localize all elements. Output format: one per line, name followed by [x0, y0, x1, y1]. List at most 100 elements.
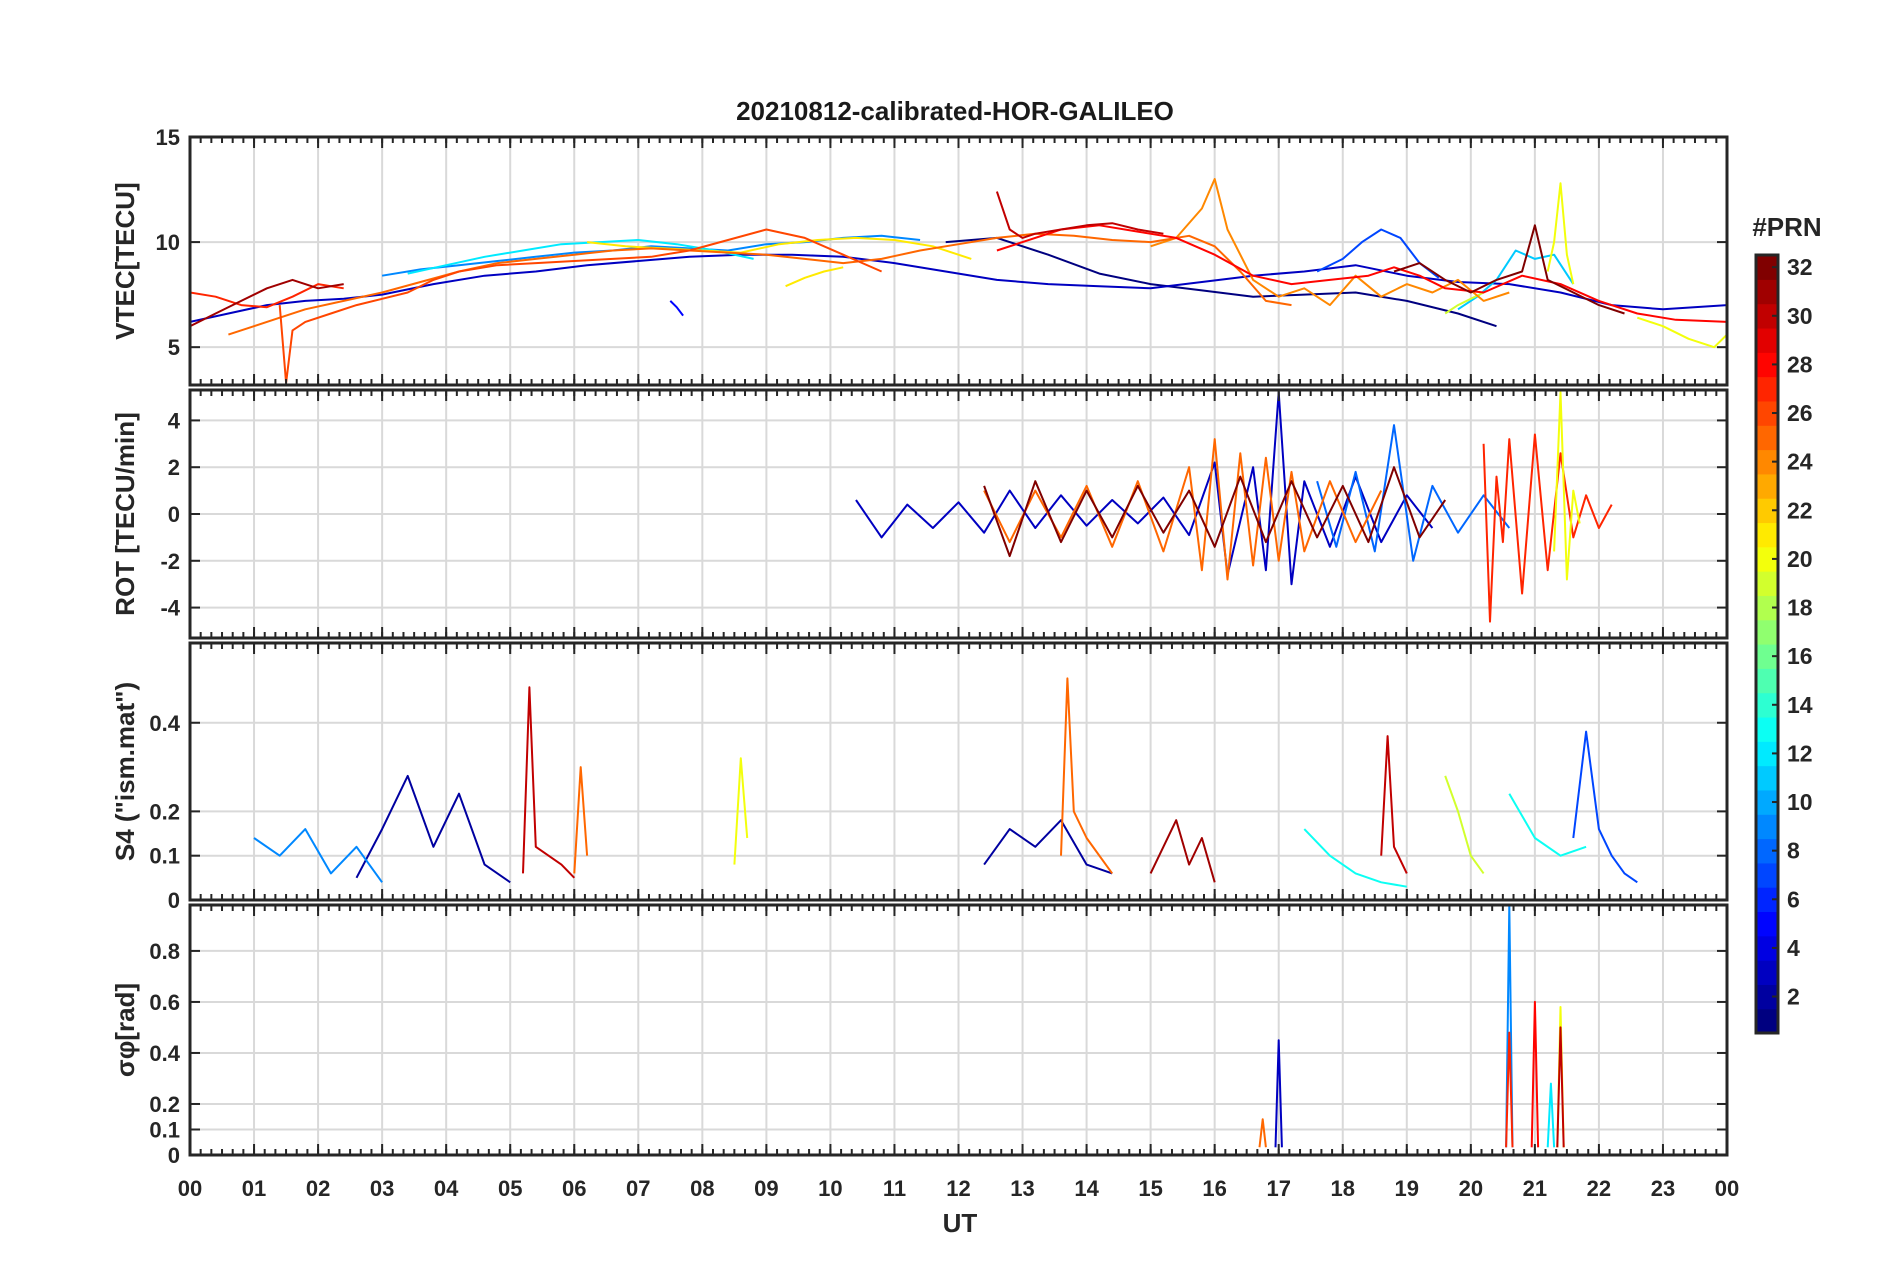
- x-tick-label: 10: [818, 1176, 842, 1201]
- series-line-prn-27: [1482, 433, 1613, 623]
- y-tick-label: 0.8: [149, 939, 180, 964]
- x-axis-label: UT: [943, 1208, 978, 1238]
- series-line-prn-25: [228, 232, 1292, 336]
- series-line-prn-27: [190, 283, 344, 309]
- x-tick-label: 06: [562, 1176, 586, 1201]
- y-tick-label: 0.4: [149, 1041, 180, 1066]
- panel-3: 0 0.1 0.2 0.4 S4 ("ism.mat"): [110, 641, 1729, 913]
- colorbar-segment: [1756, 352, 1778, 378]
- colorbar-tick-label: 6: [1787, 886, 1800, 912]
- series-line-prn-25: [983, 438, 1383, 581]
- series-line-prn-30: [995, 191, 1164, 239]
- colorbar-segment: [1756, 668, 1778, 694]
- panel-1: 5 10 15 VTEC[TECU]: [110, 125, 1729, 387]
- series-line-prn-3: [855, 391, 1434, 586]
- x-tick-label: 20: [1459, 1176, 1483, 1201]
- colorbar-tick-label: 2: [1787, 984, 1800, 1010]
- colorbar-segment: [1756, 838, 1778, 864]
- panel-4: 00.10.2 0.4 0.6 0.8 σφ[rad]: [110, 903, 1729, 1168]
- x-tick-label: 16: [1202, 1176, 1226, 1201]
- colorbar-tick-label: 32: [1787, 254, 1813, 280]
- x-tick-label: 13: [1010, 1176, 1034, 1201]
- y-axis-label-4: σφ[rad]: [110, 983, 140, 1077]
- x-tick-label: 21: [1523, 1176, 1547, 1201]
- y-tick-label: 0.2: [149, 799, 180, 824]
- y-tick-label: 0: [168, 502, 180, 527]
- series-line-prn-28: [1530, 1000, 1540, 1148]
- x-tick-label: 19: [1395, 1176, 1419, 1201]
- series-line-prn-25: [573, 766, 589, 874]
- colorbar-segment: [1756, 279, 1778, 305]
- colorbar-segment: [1756, 571, 1778, 596]
- y-tick-label: -4: [160, 596, 180, 621]
- series-line-prn-21: [785, 266, 844, 288]
- colorbar-segment: [1756, 595, 1778, 621]
- y-tick-label: 0.2: [149, 1092, 180, 1117]
- series-line-prn-19: [1444, 775, 1485, 874]
- colorbar-segment: [1756, 255, 1778, 280]
- colorbar-label: #PRN: [1752, 212, 1821, 242]
- series-group: [190, 178, 1727, 384]
- colorbar-frame: [1754, 253, 1780, 1035]
- colorbar-tick-label: 22: [1787, 497, 1813, 523]
- y-tick-label: 2: [168, 455, 180, 480]
- colorbar-segment: [1756, 741, 1778, 767]
- axes-frame: [188, 135, 1729, 387]
- colorbar-segment: [1756, 425, 1778, 451]
- colorbar-segment: [1756, 960, 1778, 985]
- series-line-prn-3: [1274, 1039, 1283, 1148]
- series-line-prn-12: [407, 239, 754, 275]
- axes-frame: [188, 388, 1729, 640]
- y-tick-label: 10: [156, 230, 180, 255]
- series-line-prn-5: [669, 300, 684, 317]
- colorbar-tick-label: 12: [1787, 740, 1813, 766]
- series-line-prn-32: [983, 466, 1447, 558]
- colorbar-tick-label: 16: [1787, 643, 1813, 669]
- series-line-prn-20: [1546, 182, 1575, 285]
- series-line-prn-30: [522, 686, 576, 879]
- x-tick-label: 18: [1331, 1176, 1355, 1201]
- colorbar-tick-label: 14: [1787, 692, 1813, 718]
- series-line-prn-9: [1505, 905, 1514, 1148]
- colorbar-segment: [1756, 862, 1778, 888]
- x-tick-label: 00: [1715, 1176, 1739, 1201]
- y-axis-label-3: S4 ("ism.mat"): [110, 682, 140, 861]
- colorbar-segment: [1756, 498, 1778, 524]
- colorbar-segment: [1756, 644, 1778, 669]
- colorbar-tick-label: 20: [1787, 546, 1813, 572]
- colorbar-segment: [1756, 327, 1778, 353]
- y-axis-label-1: VTEC[TECU]: [110, 182, 140, 339]
- series-line-prn-25: [1060, 677, 1114, 874]
- colorbar-tick-label: 8: [1787, 838, 1800, 864]
- y-tick-label: 0.6: [149, 990, 180, 1015]
- x-tick-label: 08: [690, 1176, 714, 1201]
- series-line-prn-31: [190, 278, 344, 328]
- y-tick-label: 0.1: [149, 844, 180, 869]
- colorbar-segment: [1756, 522, 1778, 548]
- series-group: [253, 677, 1638, 888]
- series-line-prn-31: [1149, 819, 1216, 883]
- y-tick-label: 5: [168, 335, 180, 360]
- series-line-prn-20: [1553, 391, 1581, 581]
- colorbar-tick-label: 26: [1787, 400, 1813, 426]
- series-line-prn-9: [253, 828, 383, 883]
- series-line-prn-28: [996, 224, 1727, 323]
- colorbar-segment: [1756, 376, 1778, 402]
- series-line-prn-13: [1508, 793, 1587, 857]
- x-tick-label: 12: [946, 1176, 970, 1201]
- series-line-prn-2: [355, 774, 511, 884]
- x-tick-label: 17: [1266, 1176, 1290, 1201]
- colorbar-segment: [1756, 789, 1778, 815]
- series-line-prn-24: [1150, 178, 1510, 307]
- x-tick-label: 01: [242, 1176, 266, 1201]
- colorbar-tick-label: 10: [1787, 789, 1813, 815]
- y-axis-label-2: ROT [TECU/min]: [110, 412, 140, 616]
- x-tick-label: 14: [1074, 1176, 1099, 1201]
- panel-2: -4 -2 0 2 4 ROT [TECU/min]: [110, 388, 1729, 640]
- series-line-prn-1: [945, 236, 1497, 328]
- colorbar-segment: [1756, 911, 1778, 937]
- colorbar-segment: [1756, 546, 1778, 572]
- y-tick-label: 0.4: [149, 711, 180, 736]
- chart-title: 20210812-calibrated-HOR-GALILEO: [736, 96, 1174, 126]
